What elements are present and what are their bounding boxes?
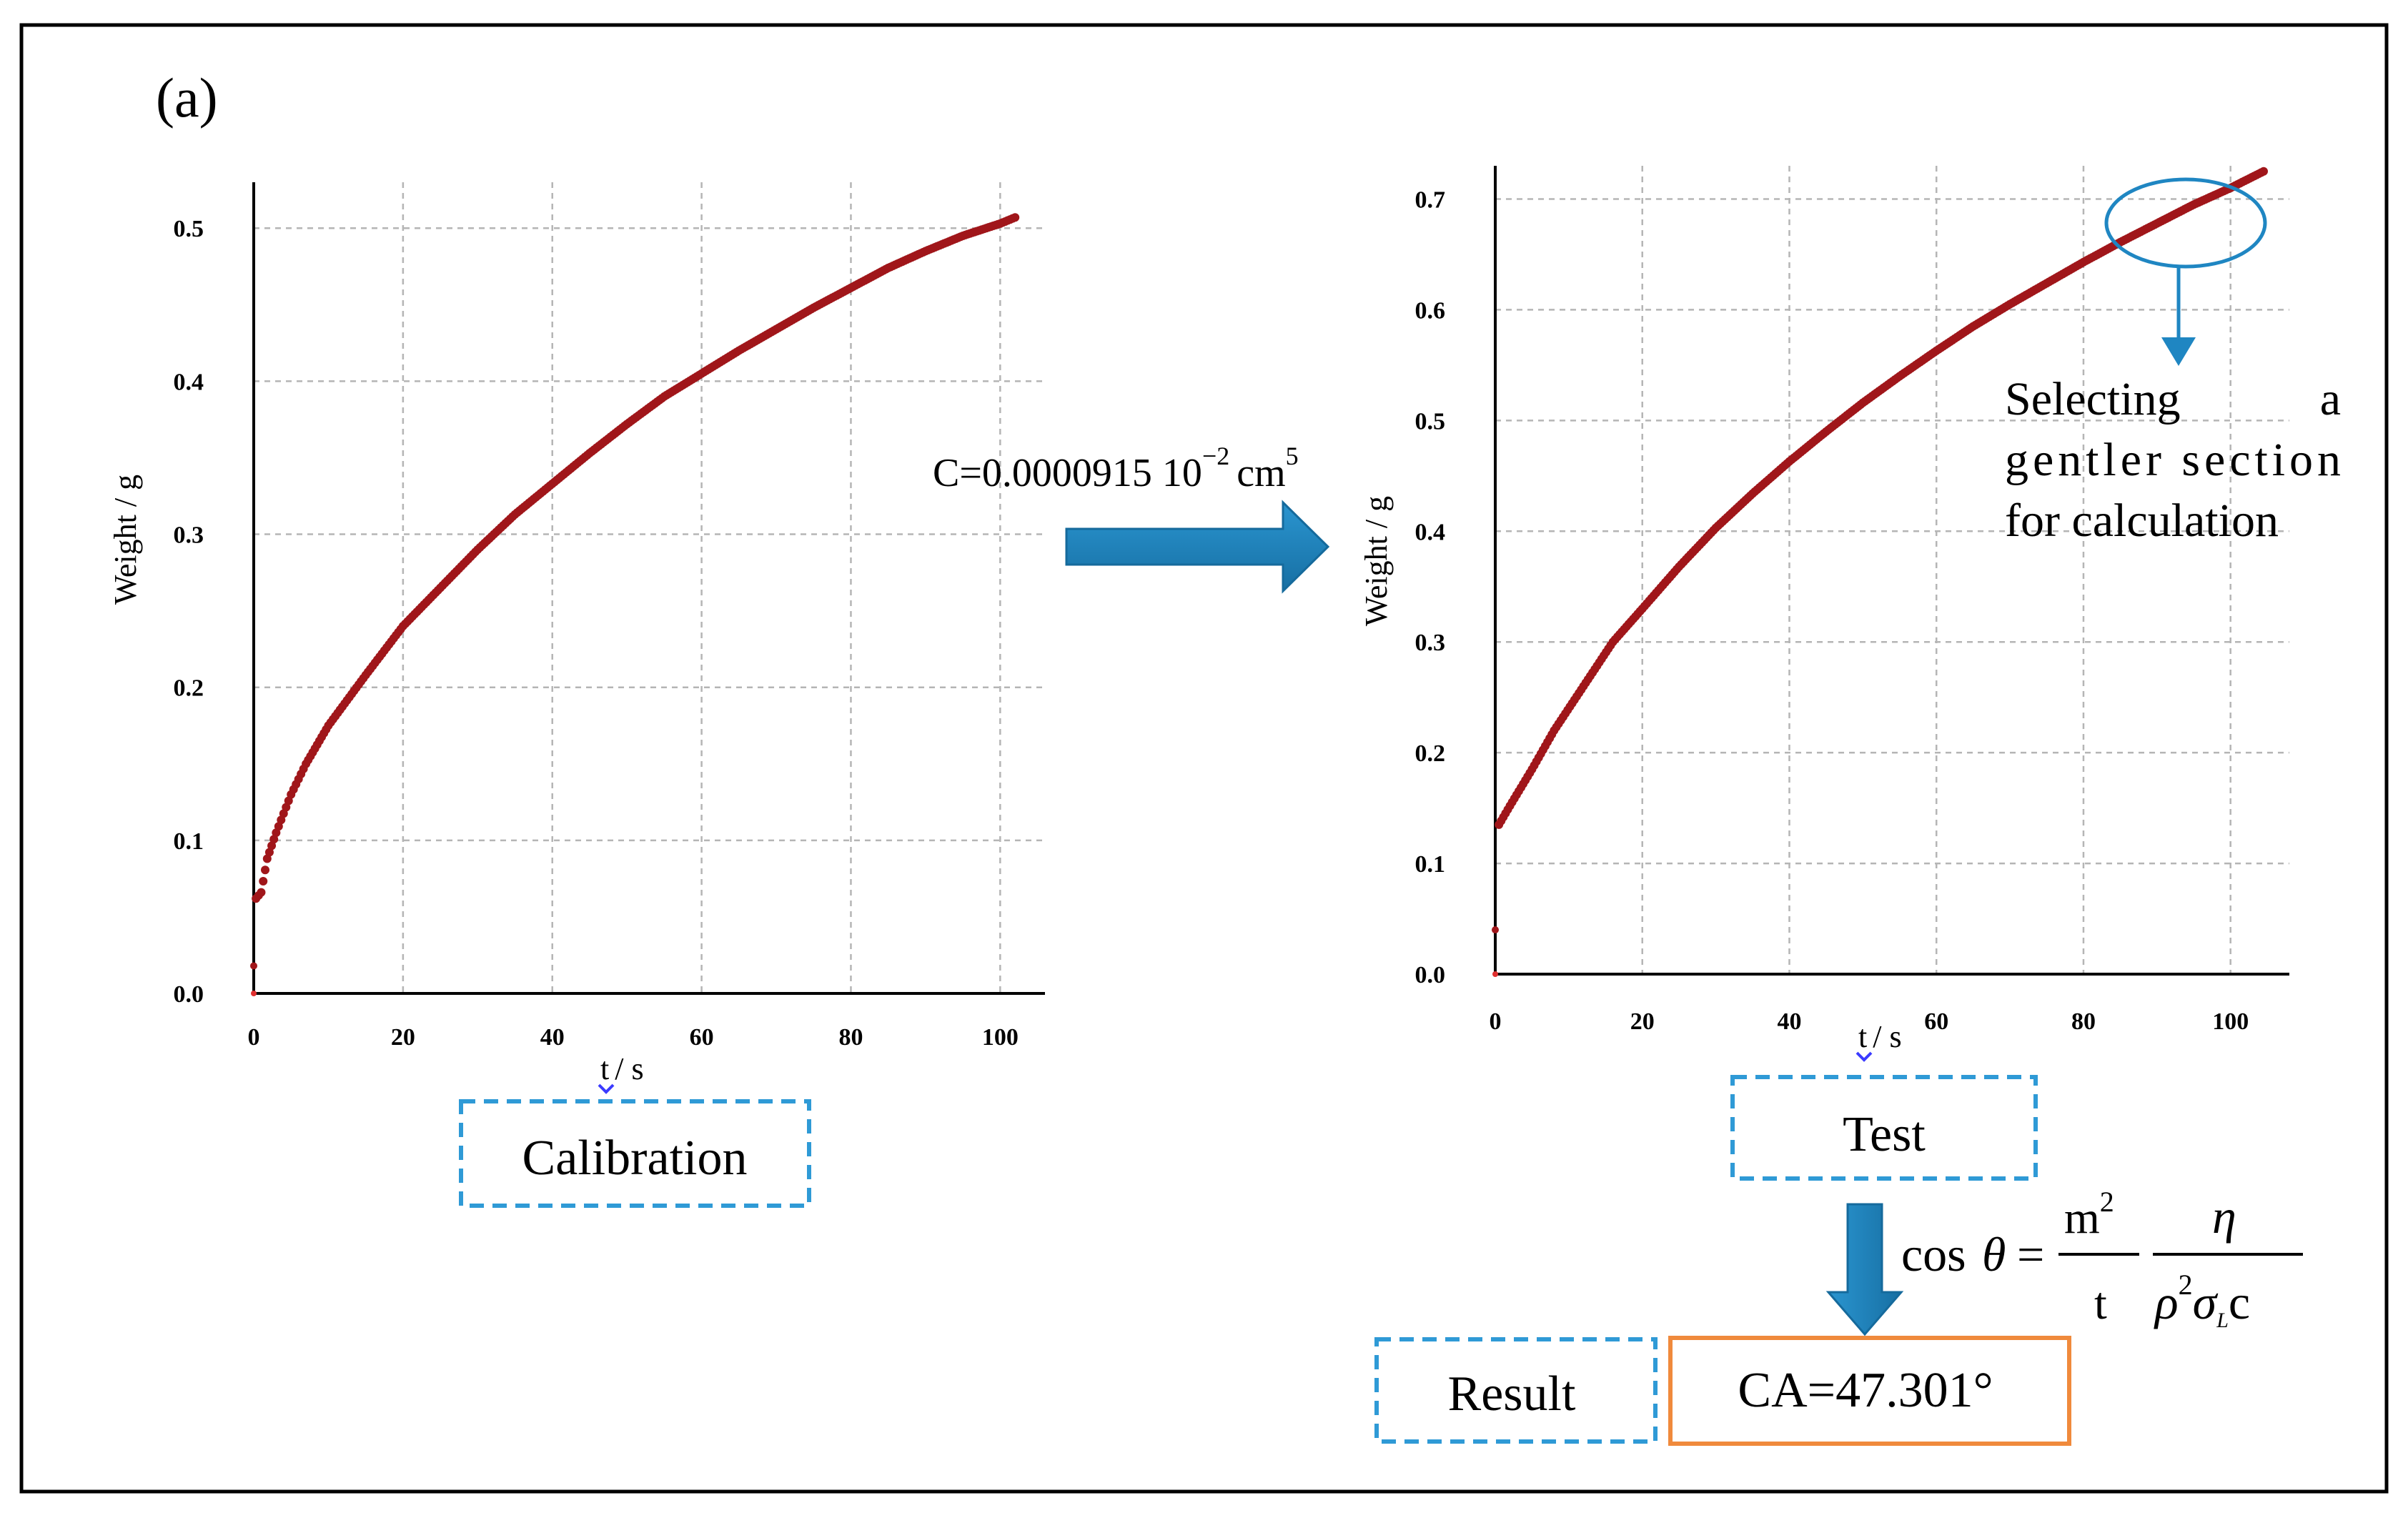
- data-point: [250, 962, 257, 970]
- calibration-label: Calibration: [522, 1131, 748, 1186]
- contact-angle-formula: cos θ = m2 t η ρ2σLc: [1901, 1186, 2303, 1332]
- x-tick-label-100: 100: [982, 1024, 1019, 1051]
- panel-label: (a): [156, 66, 218, 129]
- x-axis-label-caret-icon: [1855, 1051, 1873, 1062]
- formula-theta: θ: [1982, 1227, 2006, 1281]
- x-tick-label-40: 40: [540, 1024, 565, 1051]
- constant-unit-exponent: 5: [1286, 442, 1299, 470]
- data-point: [269, 835, 279, 844]
- x-axis-label: t / s: [1858, 1019, 1902, 1054]
- formula-rho: ρ: [2154, 1275, 2179, 1329]
- constant-unit: cm: [1237, 451, 1285, 495]
- y-tick-label-4: 0.4: [174, 369, 204, 395]
- x-tick-label-60: 60: [1924, 1008, 1948, 1035]
- result-label: Result: [1448, 1366, 1576, 1422]
- data-point: [267, 841, 277, 850]
- x-tick-label-40: 40: [1777, 1008, 1801, 1035]
- result-value-box: [1668, 1336, 2071, 1446]
- x-tick-label-20: 20: [1630, 1008, 1655, 1035]
- formula-frac2-num: η: [2212, 1189, 2236, 1244]
- y-tick-label-2: 0.2: [174, 675, 204, 702]
- annotation-word-selecting: Selecting: [2005, 373, 2181, 425]
- constant-exponent: −2: [1202, 442, 1229, 470]
- y-tick-label-1: 0.1: [1415, 851, 1446, 878]
- x-tick-label-60: 60: [690, 1024, 714, 1051]
- y-tick-label-0: 0.0: [174, 981, 204, 1008]
- result-box: [1374, 1337, 1658, 1444]
- x-axis-label-t: t: [600, 1051, 609, 1086]
- formula-frac1-num: m2: [2064, 1186, 2114, 1243]
- y-tick-label-5: 0.5: [1415, 408, 1446, 435]
- annotation-line-1: Selecting a: [2005, 373, 2341, 425]
- right-arrow-icon: [1065, 500, 1330, 594]
- formula-frac2-den: ρ2σLc: [2154, 1269, 2250, 1332]
- x-axis-label-caret-icon: [598, 1083, 615, 1094]
- formula-sigma-sub: L: [2216, 1309, 2229, 1332]
- y-tick-label-1: 0.1: [174, 828, 204, 855]
- formula-c: c: [2229, 1275, 2250, 1329]
- x-axis-label: t / s: [600, 1051, 644, 1086]
- formula-frac1-den: t: [2094, 1278, 2107, 1329]
- x-tick-label-0: 0: [1490, 1008, 1502, 1035]
- annotation-word-a: a: [2320, 373, 2341, 425]
- x-tick-label-80: 80: [838, 1024, 863, 1051]
- result-value: CA=47.301°: [1738, 1363, 1993, 1418]
- data-point: [261, 865, 270, 875]
- y-tick-label-2: 0.2: [1415, 740, 1446, 767]
- test-label: Test: [1843, 1107, 1926, 1162]
- x-axis-label-t: t: [1858, 1019, 1867, 1054]
- data-point: [1492, 926, 1499, 934]
- y-tick-label-7: 0.7: [1415, 187, 1446, 213]
- annotation-line-3: for calculation: [2005, 495, 2279, 547]
- y-tick-label-0: 0.0: [1415, 962, 1446, 988]
- data-point: [264, 848, 274, 857]
- formula-sigma: σ: [2193, 1275, 2219, 1329]
- down-pointer-icon: [2161, 337, 2196, 366]
- y-tick-label-5: 0.5: [174, 216, 204, 242]
- calibration-box: [459, 1099, 811, 1208]
- formula-rho-exp: 2: [2179, 1269, 2193, 1301]
- highlight-ellipse: [2104, 177, 2267, 269]
- calibration-chart: 0 20 40 60 80 100 0.0 0.1 0.2 0.3 0.4 0.5 t / s Weight…: [108, 182, 1045, 1094]
- annotation-line-2: gentler section: [2005, 434, 2341, 486]
- constant-text: C=0.0000915 10: [933, 451, 1202, 495]
- x-axis-label-unit: / s: [615, 1051, 643, 1086]
- y-axis-label: Weight / g: [108, 475, 143, 605]
- data-point: [2259, 167, 2268, 176]
- y-tick-label-3: 0.3: [174, 522, 204, 549]
- y-tick-label-4: 0.4: [1415, 519, 1446, 545]
- origin-marker: [251, 991, 257, 996]
- calibration-constant: C=0.0000915 10−2 cm5: [933, 442, 1299, 495]
- data-point: [259, 876, 268, 886]
- data-point: [262, 854, 272, 863]
- origin-marker: [1492, 971, 1498, 977]
- formula-cos: cos: [1901, 1227, 1966, 1281]
- x-axis-label-unit: / s: [1873, 1019, 1901, 1054]
- down-arrow-icon: [1825, 1203, 1904, 1336]
- x-tick-label-0: 0: [248, 1024, 260, 1051]
- figure-frame: [19, 23, 2389, 1494]
- formula-frac1-num-exp: 2: [2100, 1186, 2114, 1218]
- data-point: [257, 888, 266, 897]
- y-tick-label-3: 0.3: [1415, 630, 1446, 656]
- test-chart: 0 20 40 60 80 100 0.0 0.1 0.2 0.3 0.4 0.5 0.6 0.7 t / s…: [1359, 166, 2289, 1062]
- y-axis-label: Weight / g: [1359, 496, 1394, 626]
- data-point: [1011, 213, 1020, 222]
- y-tick-label-6: 0.6: [1415, 297, 1446, 324]
- x-tick-label-20: 20: [391, 1024, 415, 1051]
- test-box: [1730, 1075, 2038, 1181]
- x-tick-label-80: 80: [2071, 1008, 2096, 1035]
- x-tick-label-100: 100: [2212, 1008, 2249, 1035]
- formula-equals: =: [2017, 1227, 2044, 1281]
